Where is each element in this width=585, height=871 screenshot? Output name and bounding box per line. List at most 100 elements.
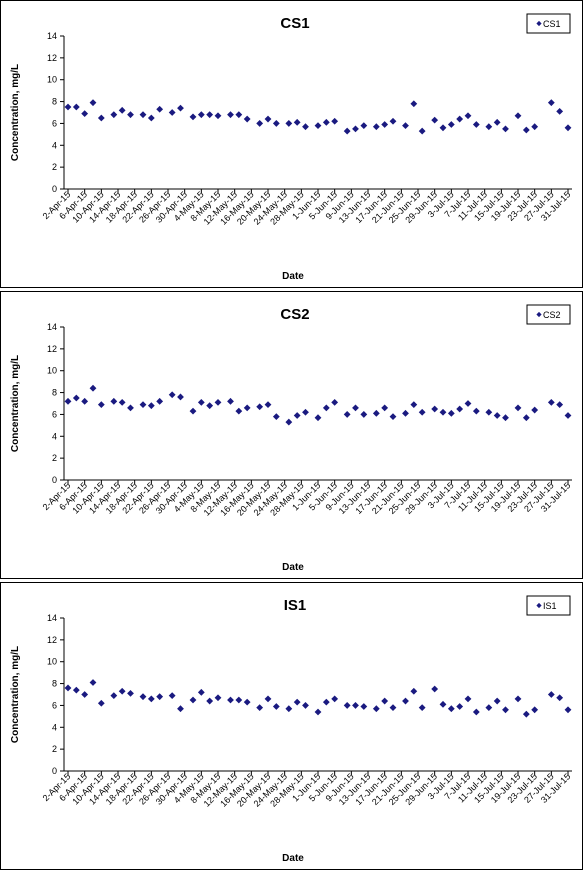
data-point (156, 397, 164, 405)
data-point (556, 401, 564, 408)
data-point (360, 703, 368, 710)
data-point (139, 111, 147, 119)
data-point (322, 404, 330, 412)
data-point (352, 702, 359, 709)
data-point (331, 399, 339, 406)
data-point (493, 118, 501, 126)
y-tick-label: 6 (52, 700, 57, 710)
y-tick-label: 0 (52, 766, 57, 776)
data-point (439, 124, 447, 132)
data-point (214, 399, 222, 406)
data-point (264, 115, 272, 123)
data-point (293, 118, 301, 126)
data-point (410, 401, 418, 408)
chart-panel-cs2: CS2 0 2 4 6 8 10 12 14 2-Apr-15 6-Apr-15 10-Apr-15 1… (0, 291, 583, 579)
data-point (177, 104, 184, 112)
data-point (72, 686, 80, 694)
data-point (302, 123, 309, 131)
data-point (177, 705, 184, 713)
y-tick-label: 6 (52, 409, 57, 419)
data-point (81, 691, 89, 698)
data-point (456, 703, 464, 710)
y-tick-label: 4 (52, 722, 57, 732)
data-point (285, 705, 293, 713)
data-point (372, 123, 380, 131)
data-point (547, 99, 555, 107)
data-point (502, 706, 509, 714)
legend-label: CS1 (543, 19, 561, 29)
data-point (168, 391, 176, 399)
data-point (235, 111, 243, 119)
y-tick-label: 10 (47, 366, 57, 376)
data-point (522, 414, 530, 422)
data-point (431, 116, 439, 124)
data-point (147, 114, 155, 122)
data-point (206, 111, 214, 119)
data-point (381, 697, 389, 705)
chart-svg-is1: IS1024681012142-Apr-156-Apr-1510-Apr-151… (10, 595, 572, 864)
y-tick-label: 2 (52, 744, 57, 754)
legend: CS1 (526, 13, 571, 34)
data-point (564, 124, 572, 132)
data-point (256, 120, 264, 127)
data-point (177, 393, 184, 401)
y-axis-label: Concentration, mg/L (10, 646, 21, 743)
data-point (547, 399, 555, 406)
data-point (272, 120, 280, 127)
data-point (235, 407, 243, 415)
data-point (314, 414, 322, 422)
data-point (81, 397, 89, 405)
data-point (331, 117, 339, 125)
data-point (256, 704, 264, 712)
data-point (156, 105, 164, 113)
legend-label: CS2 (543, 310, 561, 320)
data-point (431, 685, 439, 693)
data-point (243, 404, 251, 412)
y-axis-label: Concentration, mg/L (10, 64, 21, 161)
data-point (331, 695, 339, 703)
x-axis-label: Date (282, 562, 304, 573)
data-point (564, 412, 572, 419)
data-point (485, 408, 493, 416)
data-point (402, 122, 409, 130)
legend-marker (536, 20, 542, 27)
data-point (64, 103, 72, 111)
data-point (89, 679, 97, 686)
data-point (464, 695, 472, 703)
y-tick-label: 4 (52, 140, 57, 150)
data-point (322, 698, 330, 706)
data-point (81, 110, 89, 117)
legend: CS2 (526, 304, 571, 325)
data-point (206, 697, 214, 705)
legend-marker (536, 311, 542, 318)
data-point (139, 401, 147, 408)
data-point (168, 109, 176, 116)
data-point (456, 115, 464, 123)
data-point (472, 121, 480, 128)
data-point (522, 710, 530, 718)
data-point (439, 700, 447, 708)
data-point (156, 693, 164, 701)
data-point (360, 411, 368, 418)
chart-panel-cs1: CS1 0 2 4 6 8 10 12 14 2-Apr-15 6-Apr-15 10-Apr-15 1… (0, 0, 583, 288)
data-point (322, 118, 330, 126)
data-point (418, 704, 426, 712)
data-point (522, 126, 530, 134)
data-point (189, 696, 197, 704)
data-point (418, 408, 426, 416)
data-point (381, 404, 389, 412)
data-point (389, 413, 397, 421)
data-point (147, 695, 155, 703)
data-point (493, 697, 501, 705)
data-point (127, 404, 134, 412)
data-point (110, 397, 118, 405)
chart-title: IS1 (284, 597, 307, 614)
data-point (127, 690, 134, 697)
data-point (197, 399, 205, 406)
legend-label: IS1 (543, 601, 557, 611)
data-point (343, 702, 351, 709)
data-point (197, 111, 205, 119)
data-point (118, 106, 126, 114)
data-point (314, 708, 322, 716)
